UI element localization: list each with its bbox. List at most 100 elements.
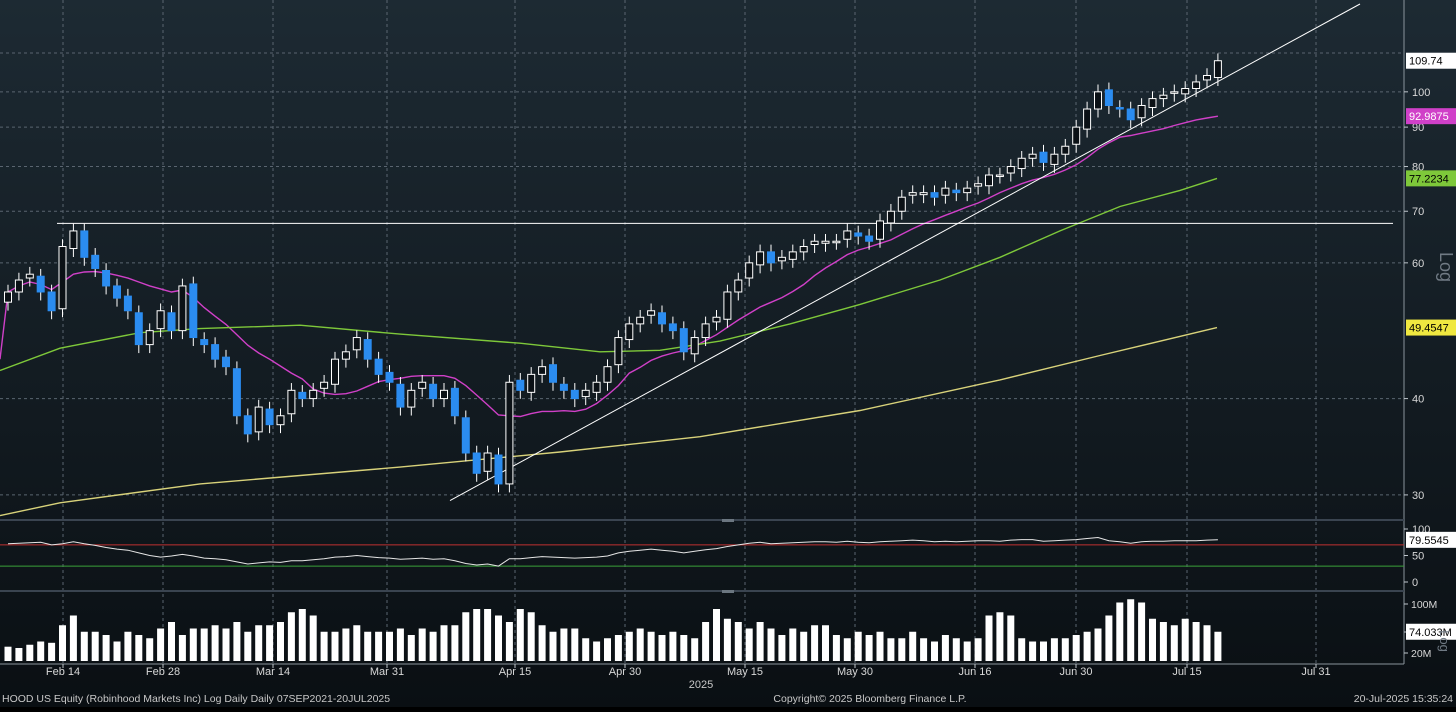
candle-body [189,283,198,339]
candle-body [559,383,568,391]
candle-body [1192,81,1201,90]
candle-body [69,230,78,250]
ma-short-line [0,115,1219,418]
candle-body [592,381,601,393]
candle-body [570,389,579,400]
panel-resize-handle[interactable] [722,519,734,522]
volume-bar [287,612,295,661]
candle-body [211,344,220,360]
candle-body [25,273,34,279]
volume-bar [1072,635,1080,661]
candle-body [222,356,230,368]
volume-bar [91,631,99,661]
candle-body [36,275,45,293]
panel-divider[interactable] [0,519,1404,521]
candle-body [1072,126,1081,145]
candle-body [265,408,274,426]
candle-body [1017,157,1026,170]
volume-bar [1094,628,1102,661]
volume-bar [353,625,361,661]
volume-bar [723,618,731,661]
candle-body [14,279,23,293]
volume-bar [1170,625,1178,661]
volume-bar [636,628,644,661]
volume-bar [582,638,590,661]
candle-body [658,312,666,325]
volume-badge-bg [1406,623,1456,640]
candle-body [668,323,677,332]
volume-bar [560,628,568,661]
candle-body [450,387,459,417]
candle-body [690,337,699,355]
volume-bar [331,631,339,661]
candle-body [374,358,383,375]
volume-bar [364,631,372,661]
candle-body [832,240,841,244]
candle-body [865,235,874,242]
volume-bar [996,612,1004,661]
volume-bar [789,628,797,661]
candle-body [396,383,405,408]
ma-long-badge-bg [1406,319,1456,336]
volume-bar [920,638,928,661]
candle-body [701,323,710,339]
volume-bar [157,628,165,661]
volume-bar [48,642,56,661]
volume-bar [734,622,742,661]
candle-body [603,366,612,383]
volume-bar [756,622,764,661]
candle-body [1115,107,1124,110]
volume-bar [211,625,219,661]
x-axis-labels: Feb 14 Feb 28 Mar 14 Mar 31 Apr 15 Apr 30 May … [46,664,1331,678]
volume-bar [1061,638,1069,661]
volume-bar [146,638,154,661]
candle-body [1050,153,1059,165]
volume-bar [80,631,88,661]
candle-body [1126,108,1135,121]
candle-body [712,316,721,323]
volume-bar [800,631,808,661]
volume-bar [832,635,840,661]
candle-body [287,389,296,415]
volume-bar [571,628,579,661]
panel-divider[interactable] [0,590,1404,592]
candle-body [799,246,808,253]
rsi-badge-bg [1406,531,1456,548]
volume-bar [985,615,993,661]
volume-y-tick-label: 20M [1411,648,1431,660]
volume-bar [342,628,350,661]
x-tick-label: Jul 31 [1301,666,1330,678]
candle-body [1213,60,1222,79]
y-tick-label: 30 [1412,490,1424,502]
volume-panel: 20M40M100M [4,599,1437,661]
candle-body [777,256,786,262]
volume-bar [418,628,426,661]
candle-body [102,269,111,287]
volume-bar [898,638,906,661]
footer-security-info: HOOD US Equity (Robinhood Markets Inc) L… [2,693,390,705]
panel-resize-handle[interactable] [722,590,734,593]
candle-body [516,379,525,391]
volume-bar [59,625,66,661]
x-tick-label: Jul 15 [1172,666,1201,678]
volume-bar [1203,625,1211,661]
volume-bar [1159,622,1167,661]
volume-bar [495,615,502,661]
volume-bar [124,631,132,661]
volume-bar [1214,631,1222,661]
rsi-y-tick-label: 0 [1412,577,1418,589]
candle-body [243,415,252,435]
candle-body [734,279,743,293]
ma-short-badge-bg [1406,108,1456,125]
x-tick-label: Apr 15 [499,666,531,678]
candle-body [647,310,656,316]
ma-long-badge: 49.4547 [1409,323,1449,335]
candle-body [930,192,939,198]
volume-bar [375,631,383,661]
year-label: 2025 [689,679,713,691]
price-candles [4,53,1222,493]
volume-bar [527,612,535,661]
volume-bar [1029,641,1037,661]
